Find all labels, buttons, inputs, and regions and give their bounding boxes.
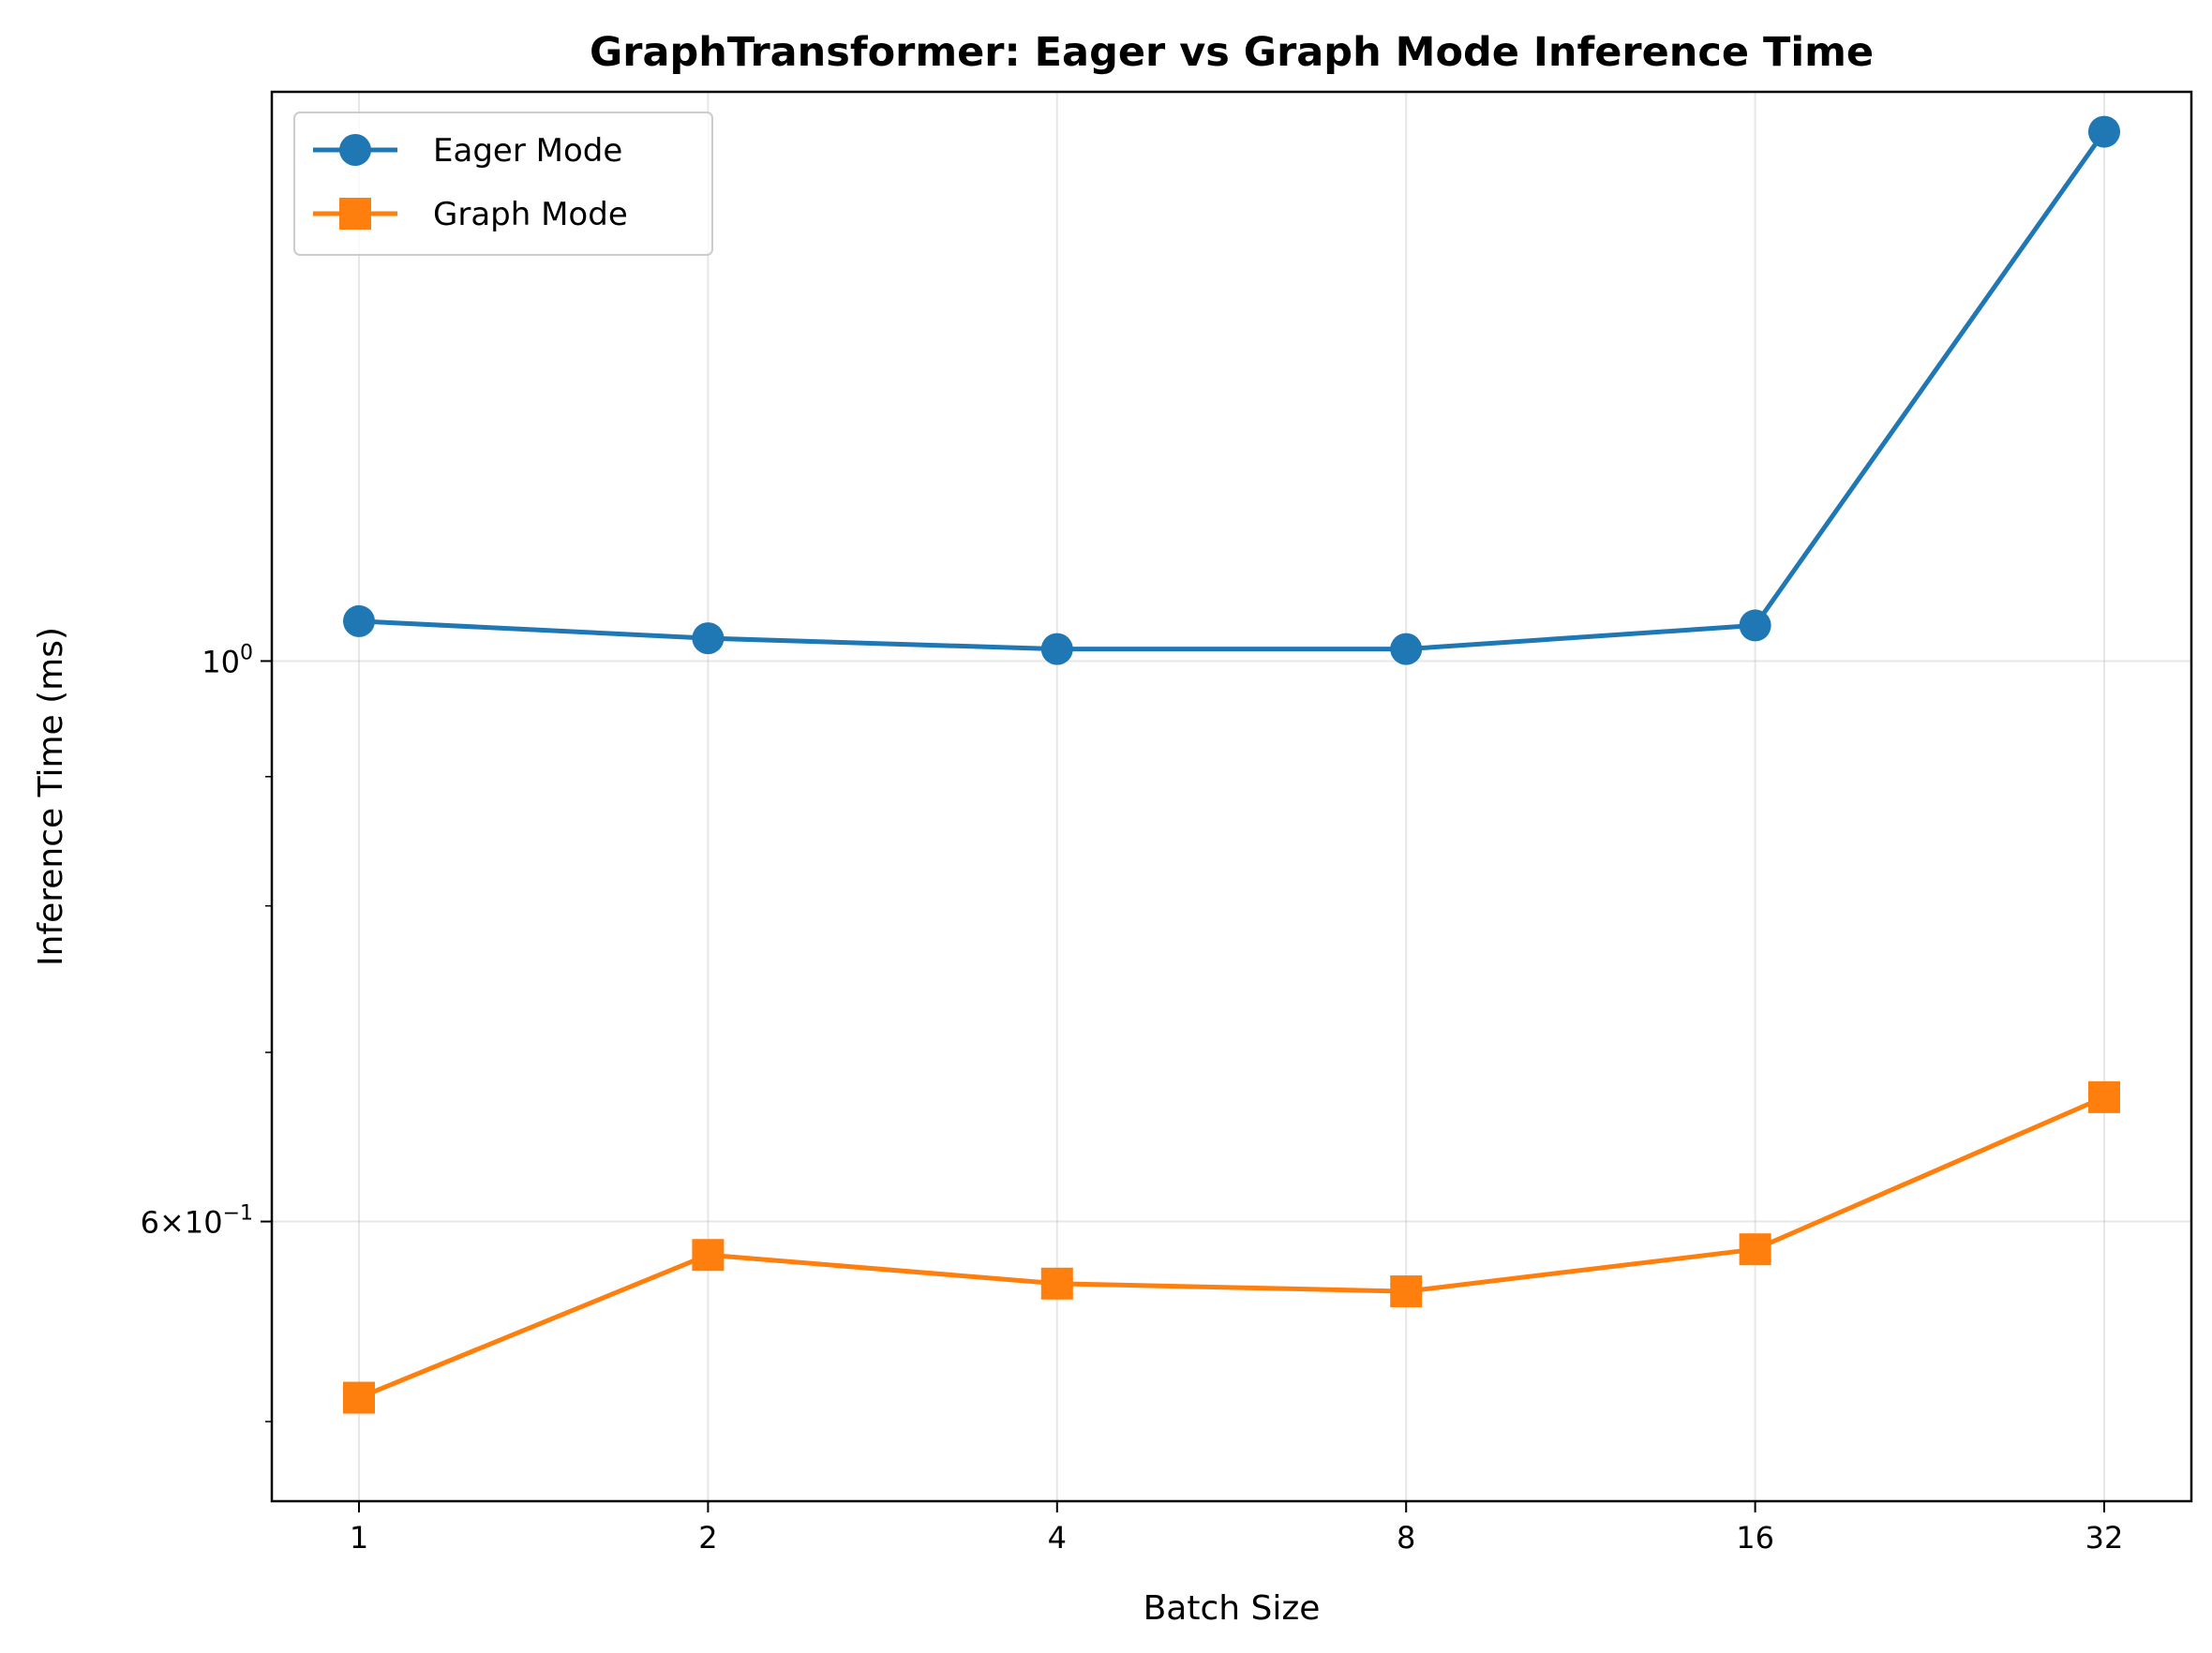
x-tick-label: 16 — [1736, 1520, 1774, 1556]
x-tick-label: 2 — [698, 1520, 717, 1556]
legend: Eager Mode Graph Mode — [293, 112, 713, 256]
y-tick-label: 6×10−1 — [141, 1202, 253, 1241]
data-point — [2088, 1080, 2120, 1113]
data-point — [1390, 633, 1423, 665]
data-point — [692, 1239, 725, 1272]
data-point — [1390, 1275, 1423, 1308]
data-point — [1040, 1267, 1073, 1300]
y-tick-label: 100 — [202, 641, 253, 679]
x-tick-label: 32 — [2085, 1520, 2124, 1556]
data-point — [1739, 1233, 1771, 1266]
series-line — [358, 1095, 2105, 1400]
series-layer — [343, 115, 2120, 1414]
data-point — [2088, 115, 2120, 148]
x-axis-label: Batch Size — [1143, 1589, 1321, 1628]
y-axis-label: Inference Time (ms) — [32, 627, 70, 966]
chart-title: GraphTransformer: Eager vs Graph Mode In… — [590, 29, 1874, 76]
grid — [272, 92, 2191, 1501]
plot-frame — [270, 90, 2193, 1503]
data-point — [1040, 633, 1073, 665]
legend-label: Eager Mode — [433, 132, 622, 170]
x-tick-label: 4 — [1048, 1520, 1067, 1556]
data-point — [343, 1381, 375, 1414]
data-point — [343, 604, 375, 637]
legend-label: Graph Mode — [433, 196, 628, 233]
legend-marker — [339, 134, 371, 166]
x-tick-label: 1 — [350, 1520, 368, 1556]
legend-box — [293, 112, 713, 256]
data-point — [692, 622, 725, 655]
x-tick-label: 8 — [1397, 1520, 1415, 1556]
data-point — [1739, 609, 1771, 642]
axes: 1 2 4 8 16 32 100 6×10−1 — [141, 641, 2124, 1556]
legend-marker — [339, 198, 371, 230]
series-line — [358, 130, 2107, 652]
